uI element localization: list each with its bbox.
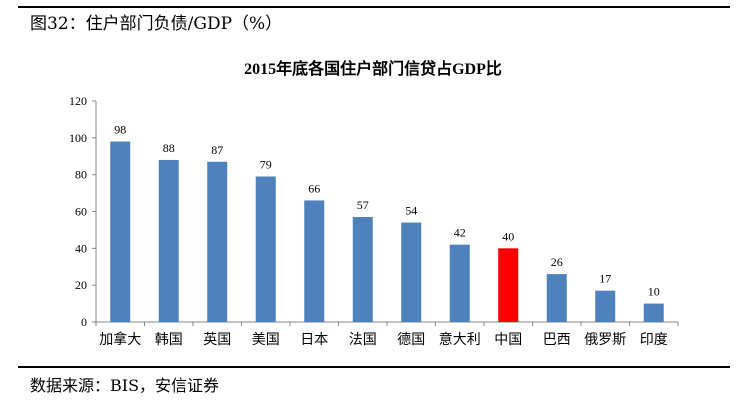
bar xyxy=(110,141,131,322)
top-rule xyxy=(18,6,730,8)
x-tick-label: 意大利 xyxy=(439,331,481,348)
bar xyxy=(207,161,228,322)
bar xyxy=(401,222,422,322)
data-label: 57 xyxy=(357,198,369,212)
x-tick-label: 日本 xyxy=(300,332,328,348)
bar xyxy=(158,159,179,322)
data-label: 87 xyxy=(211,143,223,157)
x-tick-label: 美国 xyxy=(252,332,280,348)
x-tick-label: 中国 xyxy=(494,332,522,348)
y-tick-label: 0 xyxy=(81,315,87,329)
x-tick-label: 德国 xyxy=(397,332,425,348)
x-tick-label: 巴西 xyxy=(543,332,571,348)
bar xyxy=(643,303,664,322)
x-tick-label: 韩国 xyxy=(155,332,183,348)
x-tick-label: 俄罗斯 xyxy=(584,332,626,348)
data-label: 40 xyxy=(502,229,514,243)
data-label: 66 xyxy=(308,181,320,195)
bar xyxy=(352,217,373,322)
data-label: 79 xyxy=(260,158,272,172)
bar xyxy=(255,176,276,322)
data-label: 17 xyxy=(599,272,611,286)
data-label: 88 xyxy=(163,141,175,155)
y-tick-label: 40 xyxy=(75,241,87,255)
source-note: 数据来源：BIS，安信证券 xyxy=(30,376,220,395)
data-label: 10 xyxy=(648,285,660,299)
y-tick-label: 100 xyxy=(69,131,87,145)
bottom-rule xyxy=(18,366,730,368)
y-tick-label: 80 xyxy=(75,168,87,182)
bar xyxy=(595,290,616,322)
x-tick-label: 加拿大 xyxy=(99,331,141,348)
bar-chart: 2015年底各国住户部门信贷占GDP比 0 20 40 60 80 100 120 98 加拿大 8… xyxy=(69,59,679,348)
figure-caption: 图32：住户部门负债/GDP（%） xyxy=(30,14,283,34)
data-label: 26 xyxy=(551,255,563,269)
bar xyxy=(304,200,325,322)
y-tick-label: 20 xyxy=(75,278,87,292)
data-label: 98 xyxy=(114,123,126,137)
chart-title: 2015年底各国住户部门信贷占GDP比 xyxy=(244,59,502,78)
x-tick-label: 英国 xyxy=(203,331,231,348)
data-label: 42 xyxy=(454,226,466,240)
bar xyxy=(546,274,567,322)
bar xyxy=(449,244,470,322)
y-tick-label: 120 xyxy=(69,94,87,108)
x-tick-label: 印度 xyxy=(640,332,668,348)
x-tick-label: 法国 xyxy=(349,332,377,348)
bar xyxy=(498,248,519,322)
y-tick-label: 60 xyxy=(75,205,87,219)
data-label: 54 xyxy=(405,204,417,218)
